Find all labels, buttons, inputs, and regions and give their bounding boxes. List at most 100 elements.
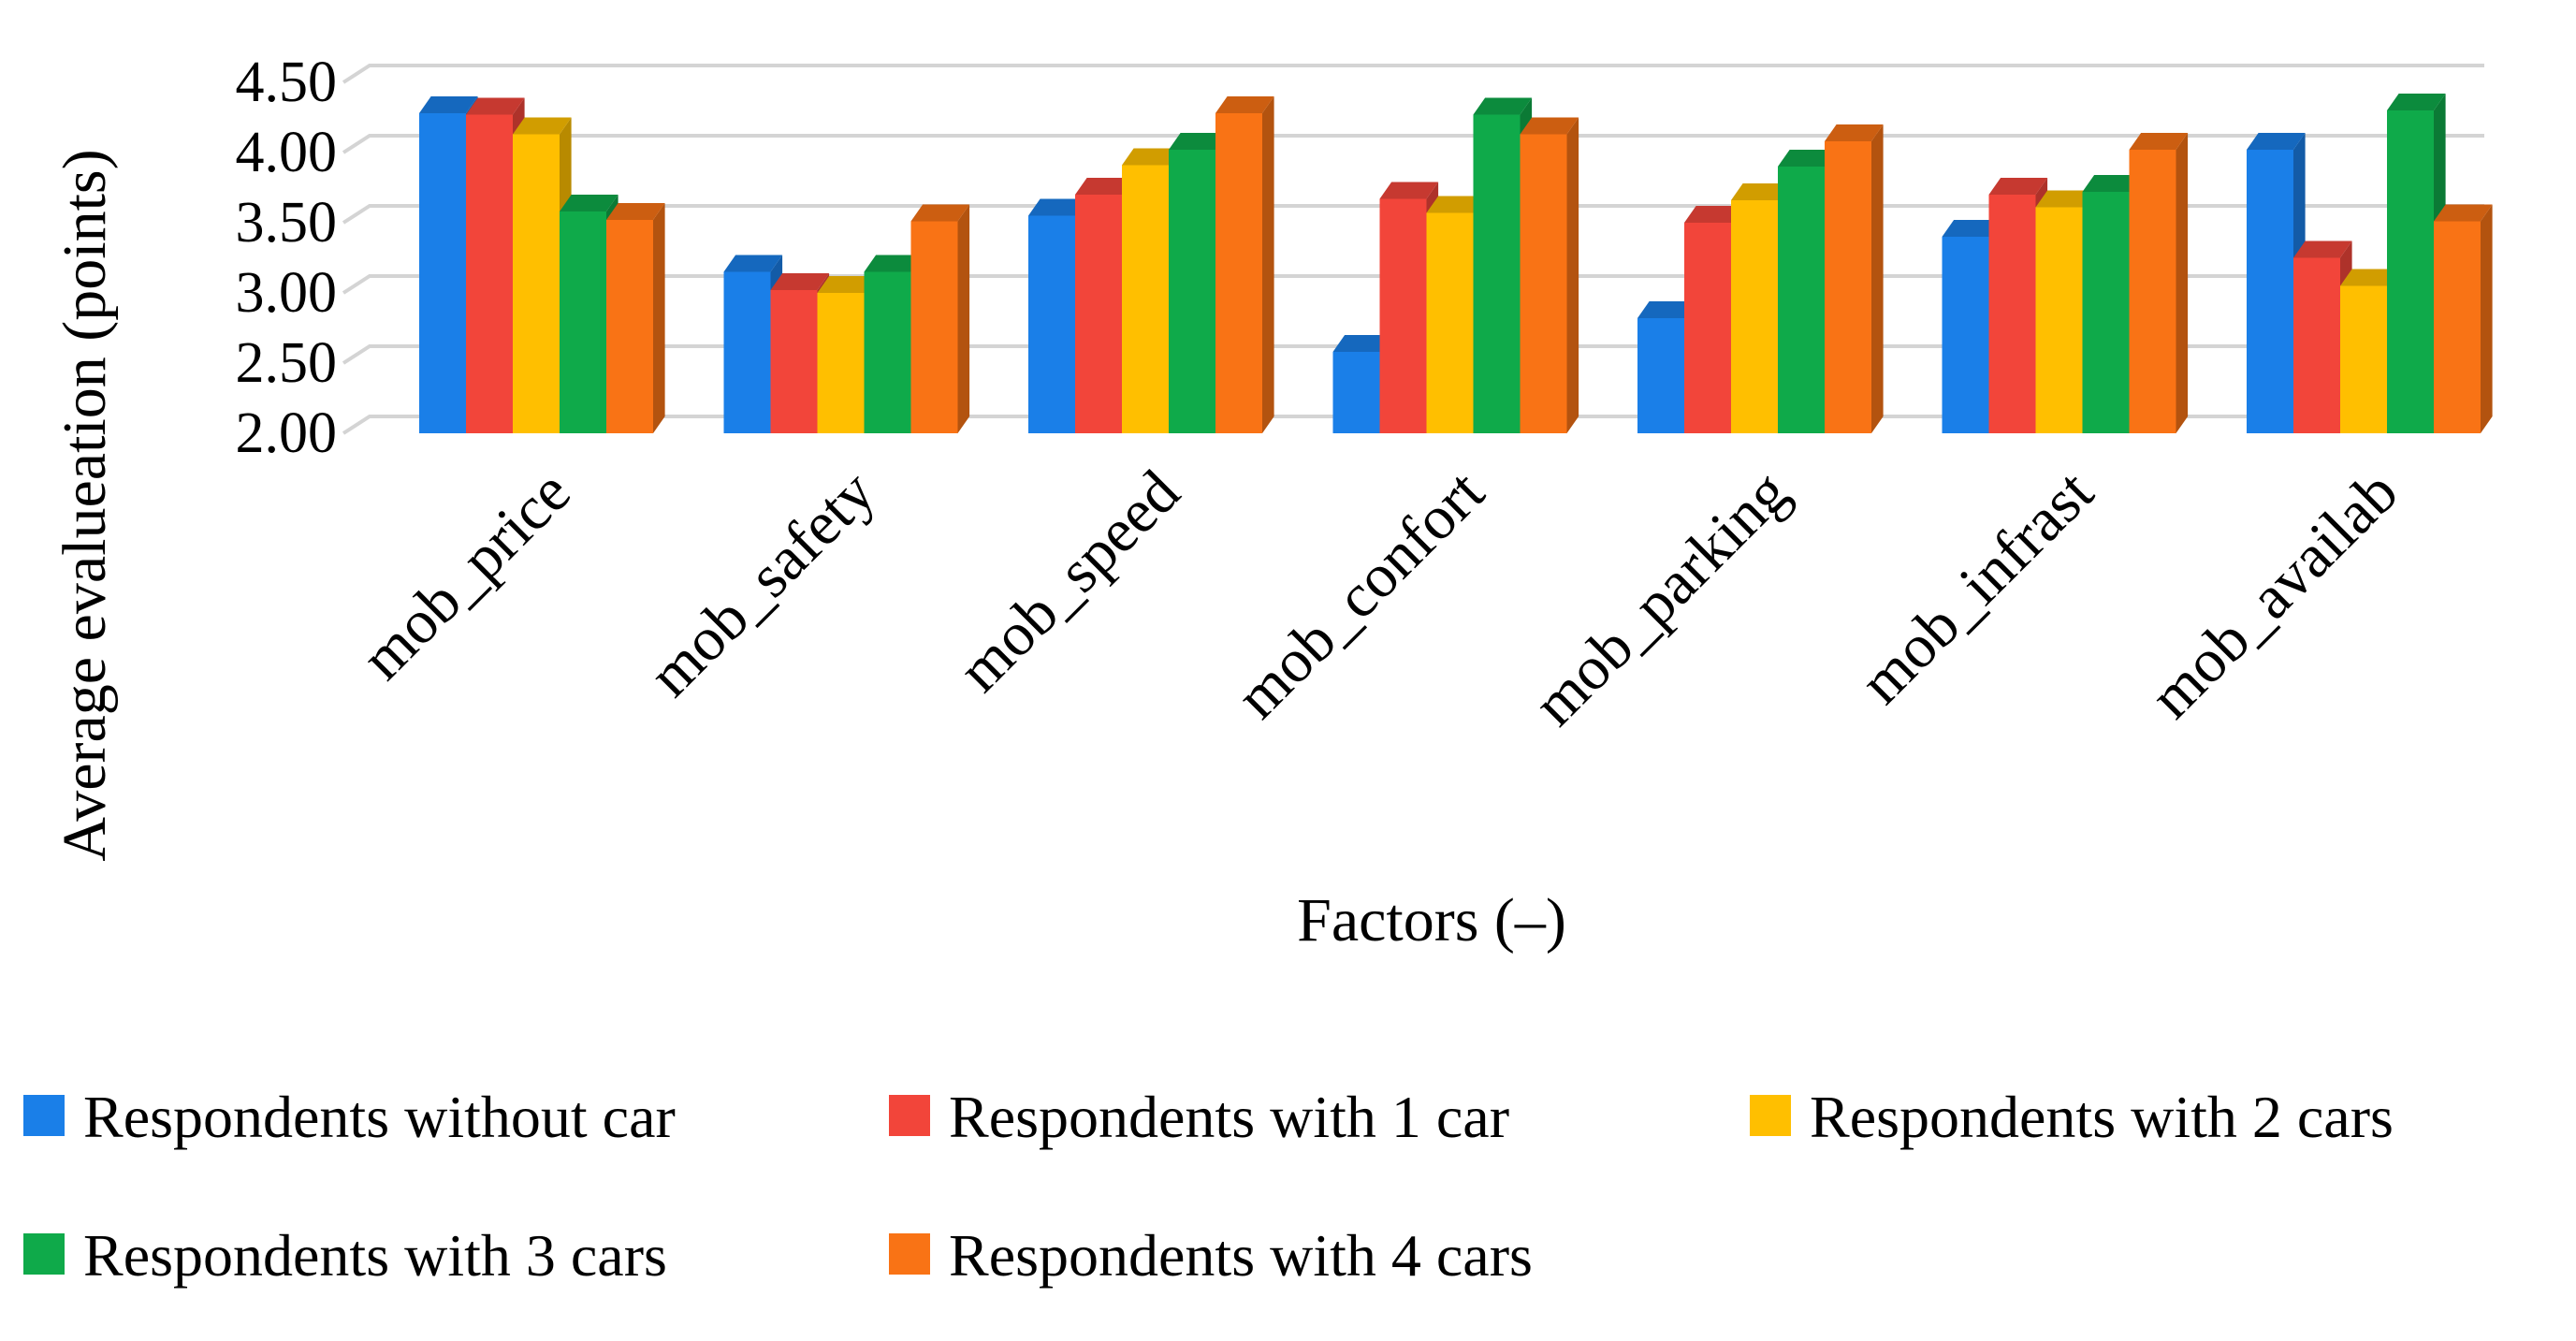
bar-front — [2247, 150, 2293, 433]
bar-side — [653, 203, 665, 433]
bar-top — [1778, 150, 1837, 167]
bar — [2129, 133, 2189, 433]
legend-label: Respondents without car — [83, 1084, 676, 1150]
x-tick-label: mob_price — [348, 458, 583, 692]
bar-front — [817, 293, 865, 433]
bar — [1520, 117, 1579, 433]
bar-front — [723, 271, 771, 433]
bar-side — [957, 204, 970, 433]
legend: Respondents without car Respondents with … — [23, 1084, 2394, 1289]
gridline — [342, 64, 2484, 84]
bar-top — [2434, 204, 2493, 222]
bar-front — [1028, 215, 1075, 433]
bar-side — [1262, 96, 1274, 433]
bar-top — [606, 203, 665, 220]
y-tick-label: 2.50 — [236, 331, 338, 395]
bar-top — [910, 204, 970, 222]
bar-front — [1684, 223, 1731, 433]
bar — [910, 204, 970, 433]
bar-top — [864, 255, 924, 272]
bar-top — [1988, 178, 2048, 195]
bar-front — [2434, 221, 2481, 433]
bar-top — [419, 96, 478, 113]
bar-top — [560, 195, 619, 211]
bar-top — [2247, 133, 2306, 150]
bar-front — [910, 221, 958, 433]
x-tick-label: mob_availab — [2137, 458, 2411, 732]
bar-front — [560, 211, 606, 433]
y-axis-title: Average evalueation (points) — [51, 149, 119, 861]
gridline — [342, 134, 2484, 154]
bar-top — [1169, 133, 1228, 150]
legend-swatch — [889, 1233, 930, 1275]
bar-front — [1379, 198, 1427, 433]
bar-top — [2387, 94, 2446, 110]
bar-side — [2481, 204, 2493, 433]
bar-top — [1379, 182, 1439, 199]
bar-front — [1332, 352, 1380, 433]
bar-front — [1988, 195, 2036, 433]
bar-top — [1122, 148, 1181, 166]
legend-swatch — [23, 1095, 65, 1136]
bar — [2387, 94, 2446, 433]
bar — [1825, 124, 1884, 433]
bar-top — [1332, 335, 1392, 352]
bar-top — [513, 117, 572, 135]
bar-top — [1426, 196, 1486, 213]
legend-item: Respondents with 2 cars — [1750, 1084, 2394, 1150]
legend-swatch — [1750, 1095, 1791, 1136]
bar-top — [2082, 175, 2142, 192]
bar-front — [2387, 110, 2434, 433]
bar — [2434, 204, 2493, 433]
bar-front — [1215, 113, 1262, 433]
legend-item: Respondents with 3 cars — [23, 1222, 667, 1289]
bar-front — [1473, 114, 1521, 433]
x-tick-label: mob_speed — [945, 458, 1192, 705]
y-tick-label: 4.50 — [236, 51, 338, 114]
legend-label: Respondents with 2 cars — [1810, 1084, 2394, 1150]
bar-front — [1825, 141, 1871, 433]
x-axis-title: Factors (–) — [1297, 886, 1566, 955]
y-tick-label: 3.00 — [236, 261, 338, 325]
bar — [1075, 178, 1134, 433]
bar-front — [513, 134, 560, 433]
bar-top — [770, 273, 830, 290]
bar-front — [1637, 318, 1684, 433]
bar-side — [1871, 124, 1884, 433]
legend-swatch — [889, 1095, 930, 1136]
bar-top — [2035, 190, 2095, 208]
bar — [1215, 96, 1274, 433]
x-tick-label: mob_confort — [1223, 458, 1497, 732]
legend-label: Respondents with 3 cars — [83, 1222, 667, 1289]
bar-front — [1778, 167, 1825, 433]
bar-front — [770, 290, 818, 433]
bar-top — [1942, 220, 2001, 237]
bar-front — [2082, 192, 2130, 433]
bar-front — [1122, 165, 1169, 433]
bar-top — [1637, 301, 1696, 318]
bar-front — [466, 114, 513, 433]
bar-top — [1825, 124, 1884, 141]
bar-front — [1426, 212, 1474, 433]
bar-side — [2176, 133, 2189, 433]
bar-front — [606, 220, 653, 433]
bar-top — [2293, 241, 2352, 258]
bar-top — [1731, 183, 1790, 200]
bar-top — [2129, 133, 2189, 150]
bar-front — [2293, 257, 2340, 433]
x-tick-label: mob_safety — [636, 458, 888, 709]
legend-label: Respondents with 4 cars — [949, 1222, 1533, 1289]
bar-top — [1684, 206, 1743, 223]
bar-top — [1473, 97, 1533, 115]
bar-front — [419, 113, 466, 433]
bar-front — [2340, 285, 2387, 433]
bar-top — [1075, 178, 1134, 195]
y-tick-label: 4.00 — [236, 121, 338, 184]
bar-front — [864, 271, 911, 433]
legend-label: Respondents with 1 car — [949, 1084, 1509, 1150]
bar-top — [1215, 96, 1274, 113]
x-tick-label: mob_infrast — [1847, 458, 2106, 717]
bar-front — [1731, 200, 1778, 433]
bar-top — [1520, 117, 1579, 135]
